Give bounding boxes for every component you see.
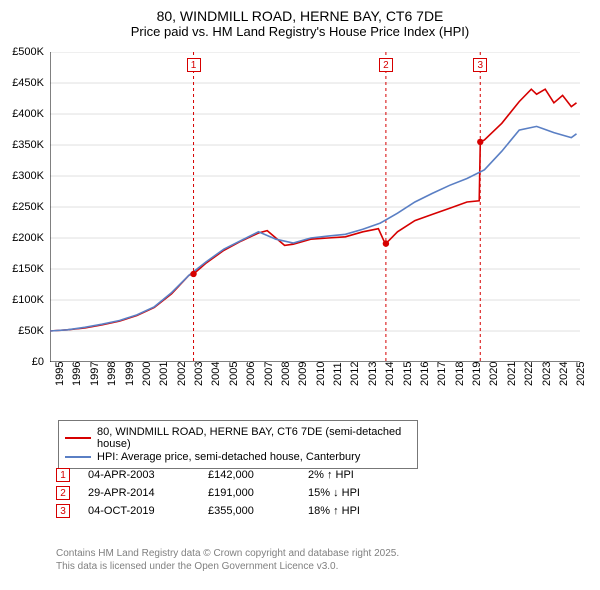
x-tick-label: 2004 xyxy=(210,362,222,386)
x-tick-label: 2024 xyxy=(558,362,570,386)
x-tick-label: 2003 xyxy=(193,362,205,386)
event-date: 04-OCT-2019 xyxy=(88,505,208,517)
event-date: 29-APR-2014 xyxy=(88,487,208,499)
x-tick-label: 2018 xyxy=(454,362,466,386)
legend: 80, WINDMILL ROAD, HERNE BAY, CT6 7DE (s… xyxy=(58,420,418,469)
legend-label: 80, WINDMILL ROAD, HERNE BAY, CT6 7DE (s… xyxy=(97,426,411,450)
x-tick-label: 2017 xyxy=(436,362,448,386)
chart-marker-2: 2 xyxy=(379,58,393,72)
y-tick-label: £0 xyxy=(32,356,44,368)
event-date: 04-APR-2003 xyxy=(88,469,208,481)
footer-attribution: Contains HM Land Registry data © Crown c… xyxy=(56,548,556,573)
y-tick-label: £300K xyxy=(12,170,44,182)
event-diff: 18% ↑ HPI xyxy=(308,505,360,517)
x-tick-label: 2000 xyxy=(141,362,153,386)
x-tick-label: 2012 xyxy=(349,362,361,386)
y-tick-label: £200K xyxy=(12,232,44,244)
legend-label: HPI: Average price, semi-detached house,… xyxy=(97,451,360,463)
x-tick-label: 1997 xyxy=(89,362,101,386)
x-tick-label: 2009 xyxy=(297,362,309,386)
x-tick-label: 2010 xyxy=(315,362,327,386)
y-tick-label: £450K xyxy=(12,77,44,89)
footer-line1: Contains HM Land Registry data © Crown c… xyxy=(56,548,556,561)
chart-svg xyxy=(50,52,580,362)
x-tick-label: 2025 xyxy=(575,362,587,386)
chart-marker-3: 3 xyxy=(473,58,487,72)
x-tick-label: 1996 xyxy=(71,362,83,386)
y-tick-label: £100K xyxy=(12,294,44,306)
y-tick-label: £250K xyxy=(12,201,44,213)
event-diff: 15% ↓ HPI xyxy=(308,487,360,499)
x-tick-label: 2023 xyxy=(541,362,553,386)
title-block: 80, WINDMILL ROAD, HERNE BAY, CT6 7DE Pr… xyxy=(0,0,600,43)
x-tick-label: 2001 xyxy=(158,362,170,386)
x-tick-label: 2007 xyxy=(263,362,275,386)
x-axis: 1995 1996 1997 1998 1999 2000 2001 2002 2003 2004… xyxy=(50,362,580,422)
chart-container: 80, WINDMILL ROAD, HERNE BAY, CT6 7DE Pr… xyxy=(0,0,600,590)
legend-item: 80, WINDMILL ROAD, HERNE BAY, CT6 7DE (s… xyxy=(65,426,411,450)
x-tick-label: 2019 xyxy=(471,362,483,386)
x-tick-label: 2016 xyxy=(419,362,431,386)
x-tick-label: 2015 xyxy=(402,362,414,386)
event-number: 3 xyxy=(56,504,70,518)
title-subtitle: Price paid vs. HM Land Registry's House … xyxy=(0,24,600,39)
legend-swatch xyxy=(65,437,91,439)
y-tick-label: £50K xyxy=(18,325,44,337)
event-price: £355,000 xyxy=(208,505,308,517)
x-tick-label: 2005 xyxy=(228,362,240,386)
y-axis: £0£50K£100K£150K£200K£250K£300K£350K£400… xyxy=(0,52,50,362)
footer-line2: This data is licensed under the Open Gov… xyxy=(56,561,556,574)
x-tick-label: 2013 xyxy=(367,362,379,386)
x-tick-label: 1999 xyxy=(124,362,136,386)
event-price: £142,000 xyxy=(208,469,308,481)
chart-plot-area: 1 2 3 xyxy=(50,52,580,362)
events-table: 1 04-APR-2003£142,0002% ↑ HPI 2 29-APR-2014… xyxy=(56,464,536,522)
chart-marker-1: 1 xyxy=(187,58,201,72)
x-tick-label: 2006 xyxy=(245,362,257,386)
y-tick-label: £400K xyxy=(12,108,44,120)
x-tick-label: 2020 xyxy=(488,362,500,386)
y-tick-label: £150K xyxy=(12,263,44,275)
y-tick-label: £350K xyxy=(12,139,44,151)
x-tick-label: 2022 xyxy=(523,362,535,386)
x-tick-label: 2008 xyxy=(280,362,292,386)
y-tick-label: £500K xyxy=(12,46,44,58)
x-tick-label: 2014 xyxy=(384,362,396,386)
x-tick-label: 2021 xyxy=(506,362,518,386)
x-tick-label: 1995 xyxy=(54,362,66,386)
event-price: £191,000 xyxy=(208,487,308,499)
event-row: 2 29-APR-2014£191,00015% ↓ HPI xyxy=(56,486,536,500)
legend-item: HPI: Average price, semi-detached house,… xyxy=(65,451,411,463)
event-row: 1 04-APR-2003£142,0002% ↑ HPI xyxy=(56,468,536,482)
event-number: 1 xyxy=(56,468,70,482)
title-address: 80, WINDMILL ROAD, HERNE BAY, CT6 7DE xyxy=(0,8,600,24)
x-tick-label: 1998 xyxy=(106,362,118,386)
event-number: 2 xyxy=(56,486,70,500)
x-tick-label: 2011 xyxy=(332,362,344,386)
x-tick-label: 2002 xyxy=(176,362,188,386)
legend-swatch xyxy=(65,456,91,458)
event-row: 3 04-OCT-2019£355,00018% ↑ HPI xyxy=(56,504,536,518)
event-diff: 2% ↑ HPI xyxy=(308,469,354,481)
